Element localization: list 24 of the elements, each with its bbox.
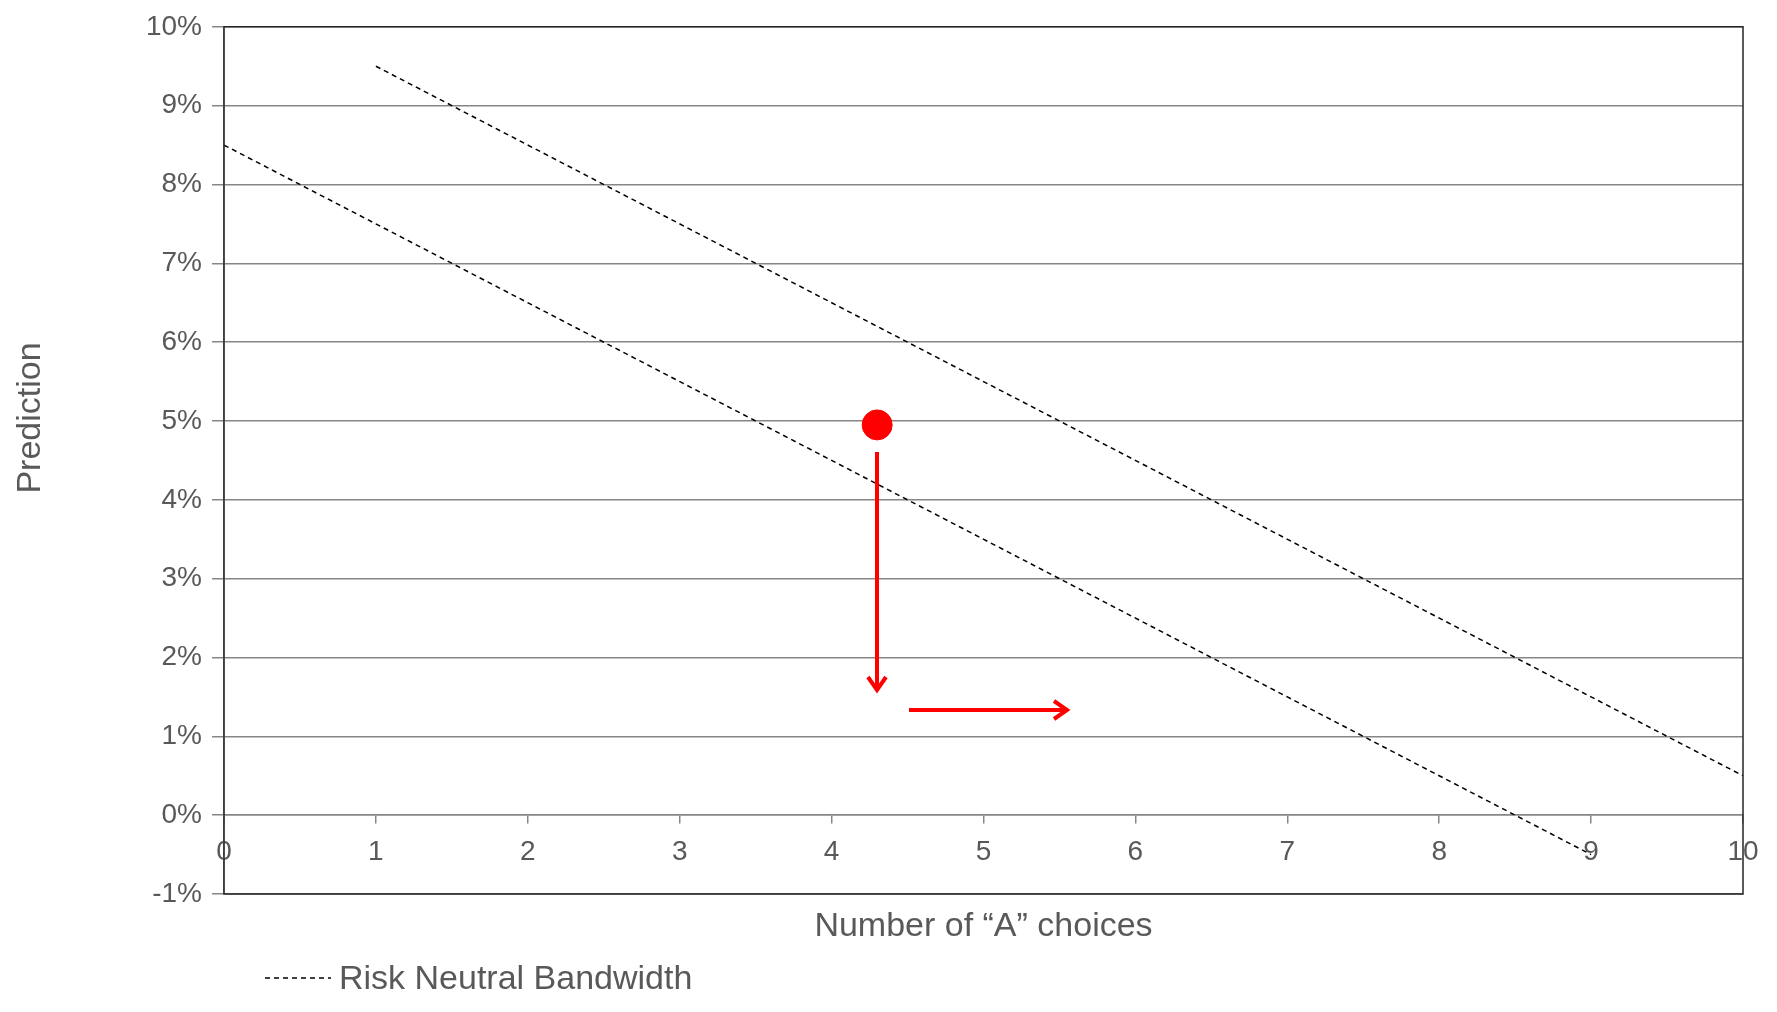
x-tick-label: 6	[1127, 834, 1144, 866]
x-tick-label: 1	[368, 834, 384, 866]
x-tick-label: 5	[975, 834, 992, 866]
y-tick-label: 8%	[161, 167, 202, 199]
x-axis-title: Number of “A” choices	[813, 905, 1154, 944]
y-tick-label: 10%	[145, 9, 202, 41]
y-axis-title: Prediction	[8, 342, 48, 494]
x-tick-label: 4	[823, 834, 840, 866]
x-tick-label: 2	[520, 834, 536, 866]
y-tick-label: -1%	[152, 876, 202, 908]
x-tick-label: 7	[1279, 834, 1296, 866]
y-tick-label: 5%	[161, 403, 202, 435]
y-tick-label: 6%	[161, 324, 202, 356]
y-tick-label: 7%	[161, 246, 202, 278]
y-tick-label: 3%	[161, 561, 202, 593]
x-tick-label: 9	[1583, 834, 1599, 866]
y-tick-label: 0%	[161, 797, 202, 829]
y-tick-label: 9%	[161, 88, 202, 120]
legend-label: Risk Neutral Bandwidth	[339, 958, 693, 997]
y-tick-label: 1%	[161, 719, 202, 751]
y-tick-label: 4%	[161, 482, 202, 514]
x-tick-label: 3	[671, 834, 688, 866]
y-tick-label: 2%	[161, 640, 202, 672]
x-tick-label: 8	[1431, 834, 1447, 866]
